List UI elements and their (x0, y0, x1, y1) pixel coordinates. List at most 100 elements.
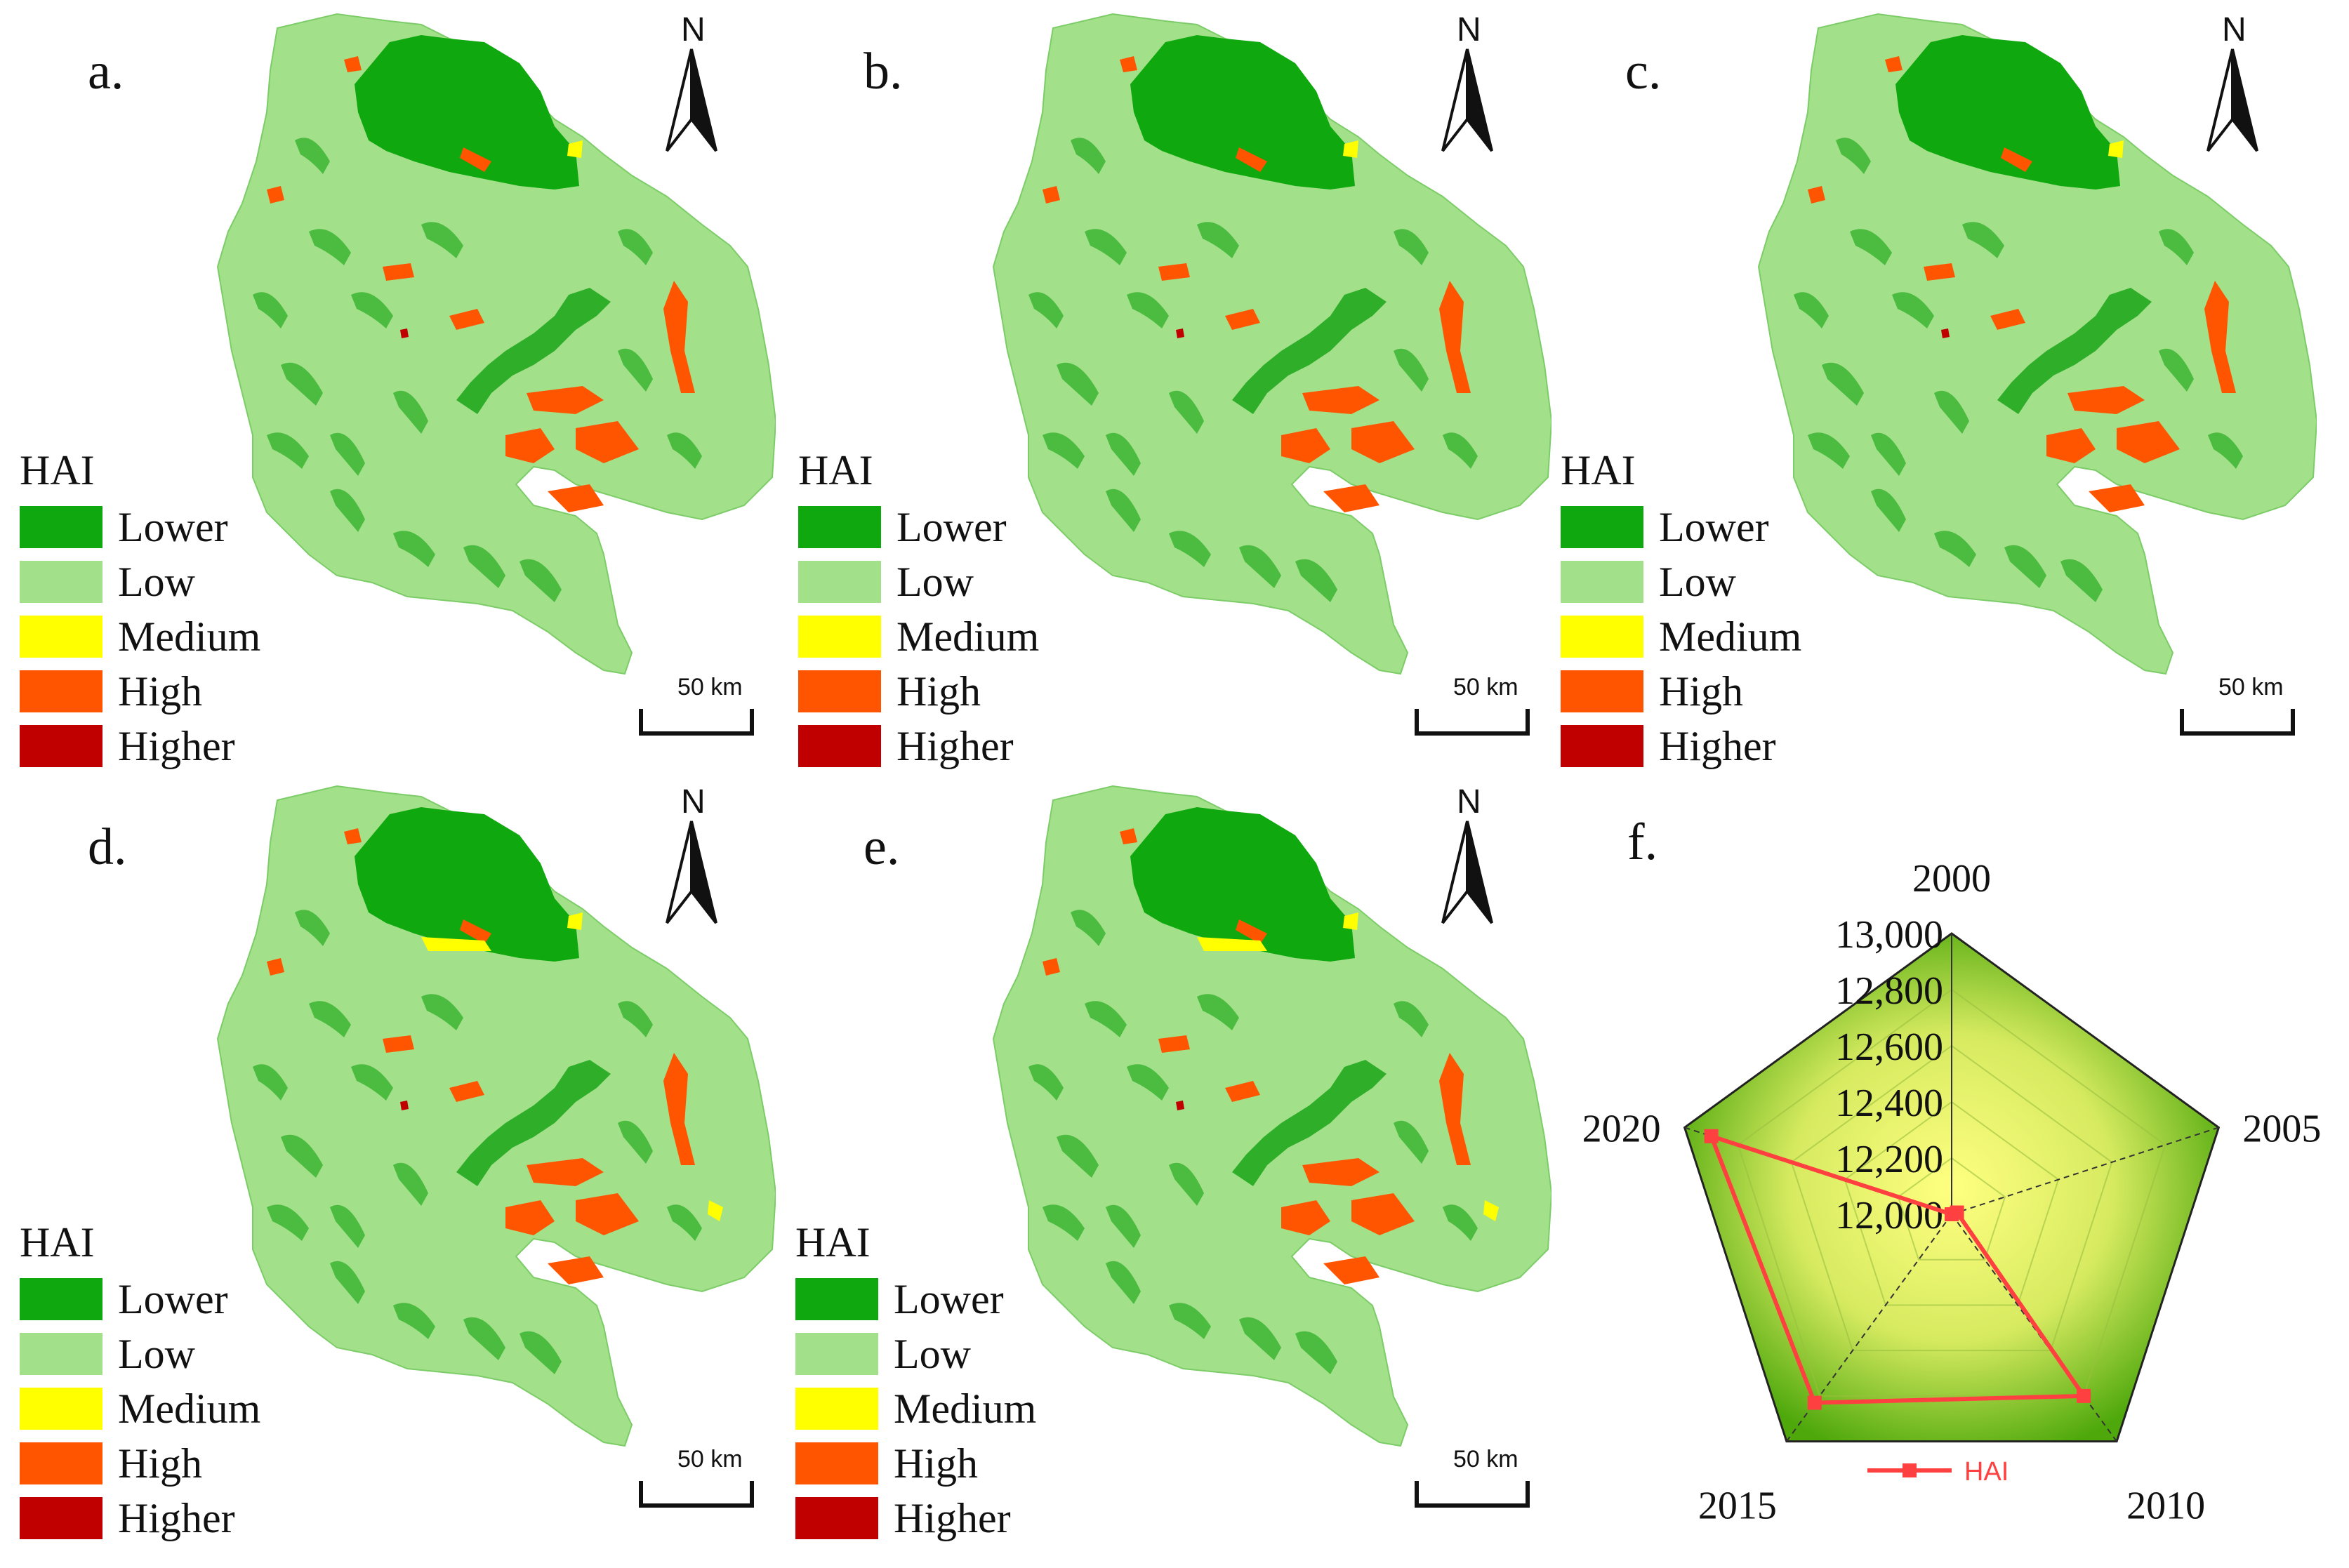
lower-class-patch (618, 348, 653, 392)
north-label: N (2222, 11, 2247, 48)
legend-item: Medium (20, 1381, 260, 1436)
legend-swatch (795, 1442, 878, 1484)
high-class-patch (1439, 281, 1471, 393)
scale-label: 50 km (1453, 674, 1518, 700)
lower-class-patch (1028, 1064, 1064, 1101)
high-class-patch (460, 147, 491, 172)
north-arrow-icon: N (660, 11, 723, 154)
legend-label: Lower (896, 504, 1007, 550)
lower-class-patch (1028, 292, 1064, 328)
legend-item: Medium (20, 609, 260, 664)
high-class-patch (1043, 958, 1060, 976)
high-class-patch (1302, 386, 1379, 414)
legend-item: Lower (795, 1272, 1036, 1327)
higher-class-patch (400, 1101, 409, 1110)
higher-class-patch (1941, 328, 1950, 338)
high-class-patch (460, 919, 491, 944)
lower-class-patch (1394, 1001, 1429, 1037)
lower-class-patch (618, 1001, 653, 1037)
high-class-patch (548, 1256, 604, 1284)
legend-item: Higher (20, 1491, 260, 1546)
legend-label: High (118, 668, 202, 715)
high-class-patch (1158, 1035, 1190, 1053)
radar-background (1683, 932, 2221, 1443)
radar-legend-label: HAI (1964, 1457, 2009, 1487)
legend-swatch (20, 561, 102, 603)
legend-swatch (20, 1278, 102, 1320)
high-class-patch (1236, 919, 1267, 944)
map-legend: HAI Lower Low Medium High Higher (795, 1221, 1036, 1546)
legend-swatch (798, 506, 881, 548)
lower-class-patch (1043, 1204, 1085, 1241)
legend-item: Higher (1561, 719, 1801, 773)
high-class-patch (1990, 309, 2025, 330)
legend-title: HAI (798, 447, 873, 493)
radar-tick-label: 13,000 (1835, 913, 1943, 957)
high-class-patch (1302, 1158, 1379, 1186)
lower-class-patch (1850, 229, 1892, 265)
lower-class-patch (253, 1064, 288, 1101)
legend-item: High (1561, 664, 1801, 719)
legend-swatch (20, 1333, 102, 1375)
lower-class-patch (393, 1303, 435, 1339)
medium-class-patch (567, 140, 583, 158)
legend-label: Medium (1659, 613, 1802, 660)
radar-axis-label: 2005 (2242, 1107, 2321, 1150)
high-class-patch (527, 1158, 604, 1186)
lower-class-patch (421, 222, 463, 258)
map-legend: HAI Lower Low Medium High Higher (20, 1221, 260, 1546)
lower-class-patch (1085, 229, 1127, 265)
legend-label: Medium (118, 613, 261, 660)
legend-item: Medium (798, 609, 1039, 664)
lower-class-patch (1043, 432, 1085, 469)
river-lower-zone (456, 1060, 611, 1186)
high-class-patch (527, 386, 604, 414)
lower-class-patch (309, 229, 351, 265)
panel-label: e. (863, 818, 900, 876)
lower-class-patch (1871, 489, 1906, 532)
north-label: N (1457, 783, 1481, 820)
legend-label: Medium (894, 1386, 1037, 1432)
legend-swatch (1561, 725, 1643, 767)
legend-item: High (795, 1436, 1036, 1491)
legend-label: Lower (1659, 504, 1769, 550)
legend-label: High (1659, 668, 1743, 715)
radar-spoke (1951, 1127, 2219, 1215)
high-class-patch (1158, 263, 1190, 281)
radar-spoke (1684, 1127, 1952, 1215)
lower-class-patch (330, 1261, 365, 1304)
legend-swatch (795, 1333, 878, 1375)
lower-class-patch (667, 1204, 702, 1241)
radar-legend-marker (1903, 1463, 1917, 1477)
lower-class-patch (1071, 910, 1106, 946)
high-class-patch (2046, 428, 2096, 463)
legend-title: HAI (20, 1219, 95, 1265)
medium-class-patch (1343, 140, 1358, 158)
lower-class-patch (1443, 432, 1478, 469)
lower-class-patch (2208, 432, 2243, 469)
radar-tick-label: 12,400 (1835, 1082, 1943, 1125)
legend-item: Lower (798, 500, 1039, 554)
lake-lower-zone (1130, 807, 1355, 962)
high-class-patch (1281, 1200, 1330, 1235)
legend-item: High (798, 664, 1039, 719)
map-panel-a: a. N 50 km HAI Lower Low Medium High Higher (0, 0, 776, 772)
lower-class-patch (2004, 545, 2046, 588)
high-class-patch (1225, 309, 1260, 330)
legend-swatch (798, 616, 881, 658)
legend-item: High (20, 664, 260, 719)
lake-lower-zone (1895, 35, 2120, 190)
lower-class-patch (1169, 531, 1211, 567)
scale-label: 50 km (677, 1446, 743, 1473)
high-class-patch (1351, 1193, 1415, 1235)
radar-grid-ring (1737, 988, 2166, 1397)
higher-class-patch (400, 328, 409, 338)
high-class-patch (1323, 484, 1379, 512)
lower-class-patch (393, 531, 435, 567)
map-panel-b: b. N 50 km HAI Lower Low Medium High Higher (776, 0, 1551, 772)
lower-class-patch (309, 1001, 351, 1037)
map-legend: HAI Lower Low Medium High Higher (20, 449, 260, 773)
legend-label: Medium (896, 613, 1040, 660)
legend-item: Low (795, 1327, 1036, 1381)
lower-class-patch (618, 1120, 653, 1164)
